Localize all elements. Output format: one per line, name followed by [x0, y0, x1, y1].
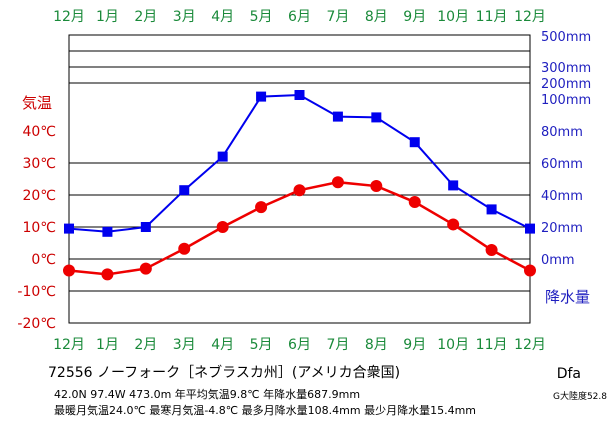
month-label: 3月 — [173, 337, 196, 353]
precipitation-point — [217, 151, 228, 162]
bottom-month-labels: 12月 1月 2月 3月 4月 5月 6月 7月 8月 9月 10月 11月 12月 — [53, 337, 546, 353]
series-layer — [63, 90, 536, 281]
temperature-point — [63, 264, 75, 277]
precipitation-point — [102, 226, 113, 237]
month-label: 9月 — [403, 337, 426, 353]
month-label: 8月 — [365, 337, 388, 353]
precipitation-tick-label: 100mm — [541, 93, 591, 108]
temperature-tick-label: -10℃ — [17, 284, 56, 300]
month-label: 1月 — [96, 337, 119, 353]
month-label: 5月 — [250, 9, 273, 25]
month-label: 11月 — [476, 9, 508, 25]
month-label: 10月 — [437, 337, 469, 353]
month-label: 8月 — [365, 9, 388, 25]
month-label: 12月 — [514, 9, 546, 25]
temperature-point — [370, 180, 383, 193]
precipitation-point — [448, 180, 459, 191]
temperature-point — [524, 264, 536, 277]
temperature-tick-label: -20℃ — [17, 316, 56, 332]
temperature-tick-label: 40℃ — [22, 124, 56, 140]
precipitation-point — [294, 90, 305, 100]
station-coordinates-summary: 42.0N 97.4W 473.0m 年平均気温9.8℃ 年降水量687.9mm — [54, 388, 361, 401]
precipitation-point — [140, 222, 151, 232]
precipitation-tick-label: 40mm — [541, 189, 583, 204]
precipitation-axis-label: 降水量 — [545, 288, 590, 306]
month-label: 12月 — [53, 9, 85, 25]
month-label: 2月 — [134, 9, 157, 25]
month-label: 11月 — [476, 337, 508, 353]
precipitation-point — [525, 223, 535, 234]
temperature-tick-label: 20℃ — [22, 188, 56, 204]
precipitation-point — [486, 204, 497, 215]
top-month-labels: 12月 1月 2月 3月 4月 5月 6月 7月 8月 9月 10月 11月 12月 — [53, 9, 546, 25]
plot-frame — [68, 34, 531, 324]
month-label: 6月 — [288, 9, 311, 25]
month-label: 7月 — [326, 9, 349, 25]
temperature-point — [101, 268, 114, 281]
precipitation-point — [179, 185, 190, 196]
month-label: 2月 — [134, 337, 157, 353]
month-label: 7月 — [326, 337, 349, 353]
month-label: 9月 — [403, 9, 426, 25]
station-extremes-summary: 最暖月気温24.0℃ 最寒月気温-4.8℃ 最多月降水量108.4mm 最少月降… — [54, 404, 476, 417]
precipitation-tick-label: 200mm — [541, 77, 591, 92]
month-label: 6月 — [288, 337, 311, 353]
precipitation-tick-label: 0mm — [541, 253, 575, 268]
month-label: 12月 — [514, 337, 546, 353]
temperature-point — [216, 221, 229, 233]
temperature-tick-label: 30℃ — [22, 156, 56, 172]
precipitation-tick-label: 80mm — [541, 125, 583, 140]
temperature-point — [139, 262, 152, 275]
month-label: 1月 — [96, 9, 119, 25]
month-label: 4月 — [211, 9, 234, 25]
month-label: 5月 — [250, 337, 273, 353]
temperature-point — [178, 242, 191, 255]
temperature-axis-ticks: 40℃ 30℃ 20℃ 10℃ 0℃ -10℃ -20℃ — [17, 124, 56, 332]
temperature-axis-label: 気温 — [22, 94, 52, 112]
temperature-point — [447, 218, 460, 231]
precipitation-tick-label: 60mm — [541, 157, 583, 172]
precipitation-point — [64, 223, 74, 234]
precipitation-point — [256, 91, 267, 102]
temperature-point — [331, 176, 344, 189]
precipitation-point — [332, 111, 343, 122]
month-label: 4月 — [211, 337, 234, 353]
climate-classification: Dfa — [556, 366, 581, 382]
month-label: 10月 — [437, 9, 469, 25]
month-label: 12月 — [53, 337, 85, 353]
temperature-tick-label: 0℃ — [31, 252, 56, 268]
temperature-point — [485, 244, 498, 257]
temperature-point — [408, 196, 421, 209]
precipitation-tick-label: 300mm — [541, 61, 591, 76]
precipitation-point — [409, 137, 420, 148]
temperature-point — [255, 201, 268, 214]
month-label: 3月 — [173, 9, 196, 25]
temperature-point — [293, 184, 306, 197]
precipitation-point — [371, 112, 382, 123]
continentality-index: G大陸度52.8 — [552, 392, 607, 402]
grid-lines — [69, 50, 530, 292]
precipitation-tick-label: 20mm — [541, 221, 583, 236]
precipitation-tick-label: 500mm — [541, 30, 591, 45]
station-title: 72556 ノーフォーク［ネブラスカ州］(アメリカ合衆国) — [48, 365, 401, 381]
temperature-tick-label: 10℃ — [22, 220, 56, 236]
